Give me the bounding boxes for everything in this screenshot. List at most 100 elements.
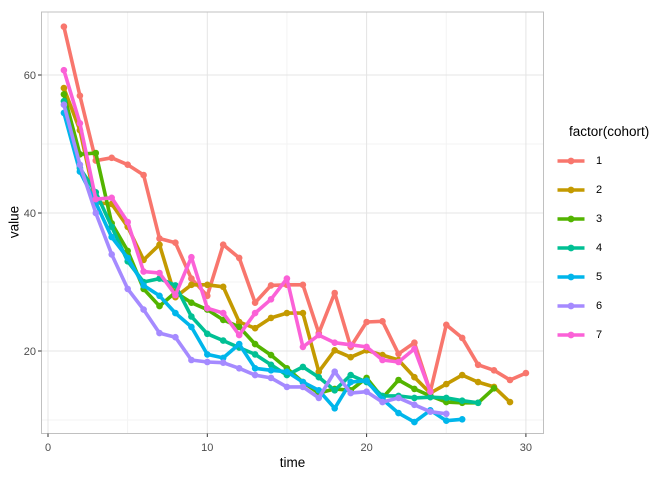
data-point — [427, 408, 434, 416]
data-point — [395, 350, 402, 358]
data-point — [219, 354, 227, 362]
data-point — [204, 358, 211, 366]
data-point — [188, 253, 195, 261]
data-point — [267, 351, 275, 359]
legend-item-2: 2 — [556, 175, 649, 204]
y-tick-label: 20 — [24, 346, 36, 358]
data-point — [60, 91, 68, 98]
legend-key-point — [567, 157, 575, 164]
series-line-cohort-1 — [62, 24, 528, 394]
data-point — [156, 241, 163, 248]
data-point — [458, 397, 466, 405]
data-point — [411, 418, 418, 426]
data-point — [379, 356, 386, 364]
data-point — [235, 254, 243, 262]
data-point — [411, 345, 418, 353]
legend-key-point — [567, 215, 575, 222]
data-point — [92, 195, 100, 203]
legend-key-swatch — [557, 244, 585, 251]
data-point — [124, 218, 131, 226]
data-point — [76, 92, 84, 99]
data-point — [156, 329, 163, 337]
data-point — [283, 309, 291, 317]
data-point — [156, 302, 163, 310]
data-point — [331, 289, 339, 297]
data-point — [204, 351, 211, 358]
data-point — [76, 161, 84, 168]
legend-key-swatch — [557, 273, 585, 280]
data-point — [124, 254, 131, 262]
data-point — [60, 84, 68, 92]
data-point — [92, 149, 100, 157]
data-point — [108, 233, 115, 241]
series-cohort-3 — [60, 91, 498, 407]
data-point — [347, 378, 355, 386]
data-point — [219, 309, 227, 317]
series-line-cohort-5 — [62, 111, 465, 424]
data-point — [219, 337, 227, 344]
data-point — [443, 410, 450, 418]
data-point — [251, 340, 259, 348]
data-point — [108, 154, 115, 162]
data-point — [443, 321, 450, 329]
legend-item-label: 4 — [596, 241, 603, 254]
data-point — [458, 334, 466, 342]
data-point — [331, 339, 339, 347]
legend-key-swatch — [557, 331, 585, 338]
data-point — [92, 209, 100, 217]
y-tick-label: 60 — [24, 70, 36, 82]
data-point — [458, 416, 466, 423]
data-point — [60, 23, 68, 31]
data-point — [204, 330, 211, 338]
legend-item-1: 1 — [556, 146, 649, 175]
data-point — [156, 269, 163, 277]
data-point — [522, 369, 530, 377]
data-point — [490, 367, 498, 374]
data-point — [108, 194, 115, 202]
data-point — [363, 343, 370, 351]
data-point — [219, 359, 227, 367]
data-point — [299, 309, 307, 317]
legend-title: factor(cohort) — [569, 124, 650, 139]
legend-item-5: 5 — [556, 262, 649, 291]
data-point — [331, 405, 339, 412]
data-point — [251, 309, 259, 317]
data-point — [108, 251, 115, 258]
data-point — [235, 331, 243, 339]
data-point — [124, 161, 131, 168]
data-point — [172, 239, 179, 246]
x-tick-label: 0 — [45, 442, 51, 454]
data-point — [124, 285, 131, 293]
data-point — [251, 351, 259, 358]
data-point — [395, 376, 402, 384]
data-point — [188, 299, 195, 307]
data-point — [283, 275, 291, 282]
legend-item-3: 3 — [556, 204, 649, 233]
data-point — [251, 299, 259, 307]
data-point — [490, 385, 498, 392]
data-point — [315, 373, 323, 381]
data-point — [315, 331, 323, 339]
data-point — [76, 120, 84, 127]
series-line-cohort-7 — [62, 68, 433, 394]
data-point — [204, 281, 211, 289]
data-point — [204, 304, 211, 312]
data-point — [188, 323, 195, 331]
x-tick-label: 30 — [520, 442, 532, 454]
y-axis-title: value — [6, 205, 22, 239]
data-point — [506, 398, 514, 406]
data-point — [140, 268, 147, 275]
legend-item-4: 4 — [556, 233, 649, 262]
data-point — [347, 371, 355, 379]
data-point — [411, 373, 418, 381]
data-point — [140, 282, 147, 289]
data-point — [267, 282, 275, 289]
legend-item-label: 6 — [596, 299, 603, 312]
data-point — [299, 363, 307, 371]
data-point — [267, 367, 275, 374]
data-point — [299, 383, 307, 391]
panel-border — [41, 11, 544, 434]
data-point — [219, 241, 227, 248]
data-point — [331, 347, 339, 354]
